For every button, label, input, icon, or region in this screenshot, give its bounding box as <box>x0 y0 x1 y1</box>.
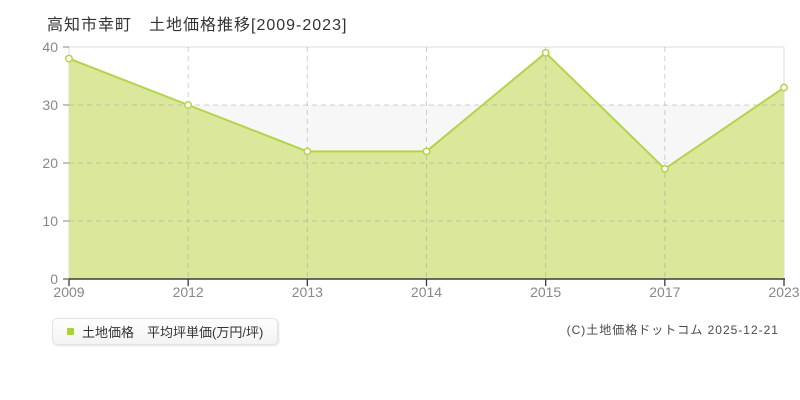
y-axis-label-10: 10 <box>42 213 58 229</box>
area-fill <box>69 52 784 279</box>
data-point-2014[interactable] <box>422 147 431 156</box>
x-axis-label-2017: 2017 <box>649 284 681 300</box>
copyright-text: (C)土地価格ドットコム 2025-12-21 <box>566 323 779 337</box>
data-point-2017[interactable] <box>660 164 669 173</box>
y-axis-label-20: 20 <box>42 155 58 171</box>
page-title: 高知市幸町 土地価格推移[2009-2023] <box>47 17 348 34</box>
legend-color-swatch <box>67 328 74 335</box>
legend-label: 土地価格 平均坪単価(万円/坪) <box>82 325 264 340</box>
x-axis-label-2015: 2015 <box>530 284 562 300</box>
y-axis-label-0: 0 <box>50 271 58 287</box>
data-point-2012[interactable] <box>184 101 193 109</box>
x-axis-label-2023: 2023 <box>768 284 800 300</box>
legend: 土地価格 平均坪単価(万円/坪) <box>52 318 279 345</box>
x-axis-label-2014: 2014 <box>410 284 443 300</box>
x-axis-label-2013: 2013 <box>291 284 323 300</box>
plot-band <box>69 47 784 105</box>
y-axis-label-40: 40 <box>42 39 58 55</box>
data-point-2013[interactable] <box>303 147 312 156</box>
data-point-2023[interactable] <box>780 83 788 92</box>
x-axis-label-2012: 2012 <box>172 284 204 300</box>
x-axis-label-2009: 2009 <box>53 284 85 300</box>
y-axis-label-30: 30 <box>42 97 58 113</box>
data-point-2009[interactable] <box>65 54 73 63</box>
data-point-2015[interactable] <box>541 48 550 57</box>
